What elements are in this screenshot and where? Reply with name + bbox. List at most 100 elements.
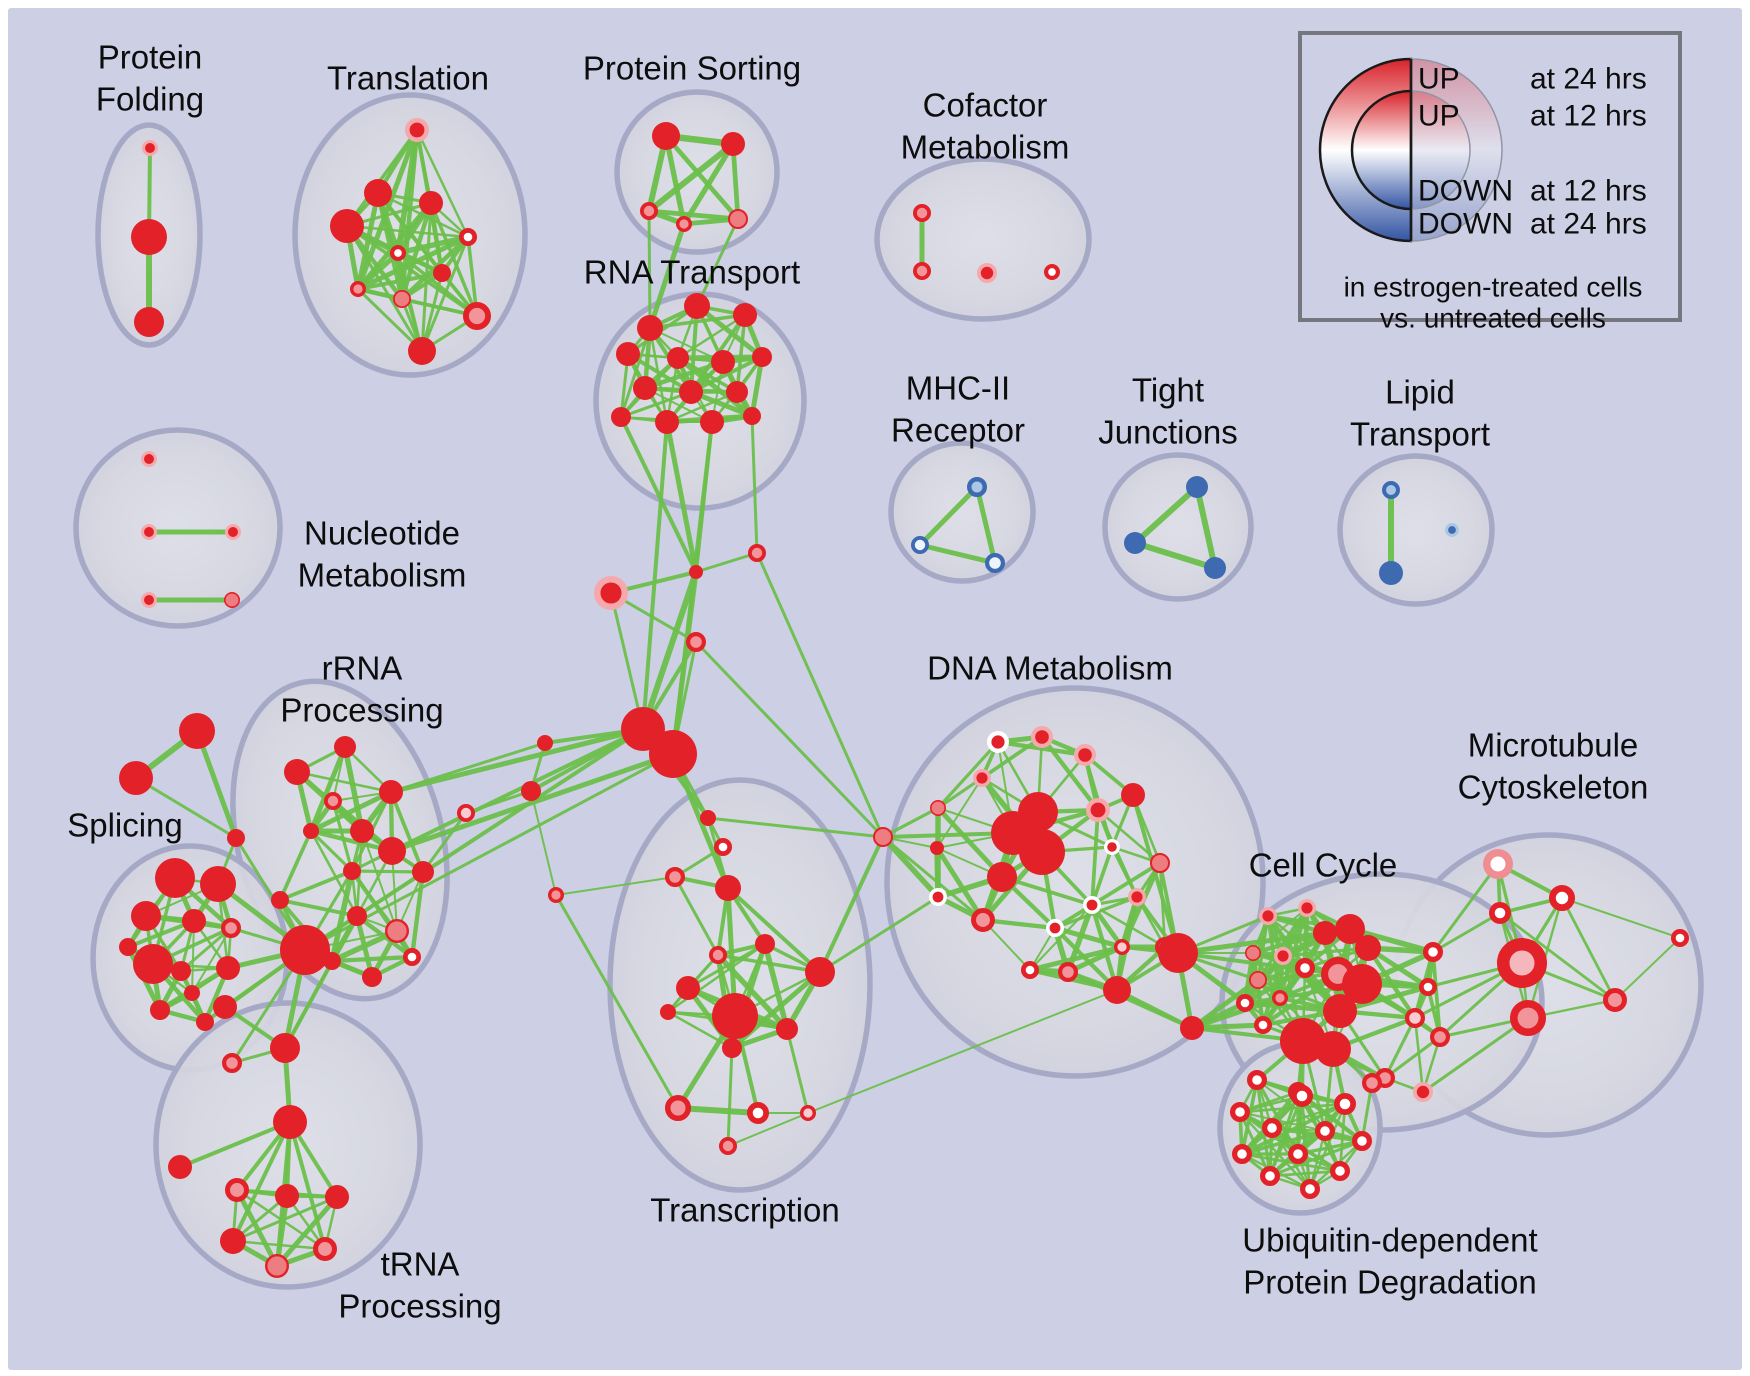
edge [309,829,354,873]
node [1259,1165,1280,1186]
node [134,307,164,337]
node [1180,1016,1204,1040]
node [1073,743,1097,767]
node [1030,725,1054,749]
edge [1090,845,1114,907]
node [225,1178,249,1202]
node [433,264,451,282]
node [131,901,161,931]
edge [389,790,425,874]
node [929,799,946,816]
edge [676,313,747,360]
node [1334,1093,1356,1115]
cluster-label-ubiquitin-degradation: Protein Degradation [1243,1264,1537,1301]
edge [331,799,354,873]
cluster-ellipse-nucleotide-metabolism [73,427,283,629]
edge [675,1105,761,1116]
edge [663,133,741,222]
node [685,631,706,652]
node [537,735,553,751]
node [1509,999,1547,1037]
node [200,866,236,902]
node [347,906,367,926]
node [1259,907,1277,925]
legend-caption: vs. untreated cells [1380,303,1606,334]
node [1085,797,1111,823]
node [456,803,476,823]
edge [1252,907,1308,954]
edge [396,251,479,318]
cluster-label-lipid-transport: Lipid [1385,374,1455,411]
node [334,736,356,758]
node [1083,895,1102,914]
node [1445,523,1459,537]
node [119,761,153,795]
edge [191,927,232,994]
node [364,179,392,207]
node [684,293,710,319]
node [275,1184,299,1208]
node [404,117,430,143]
node [1253,1015,1273,1035]
node [1429,1026,1450,1047]
node [280,925,330,975]
edge [980,917,1058,931]
edge [288,1120,327,1251]
cluster-label-rna-transport: RNA Transport [584,254,800,291]
edge [647,209,652,330]
edge [191,920,195,994]
node [928,887,947,906]
node [323,791,343,811]
node [141,592,157,608]
edge [1238,1110,1312,1191]
edge [1132,540,1218,571]
edge [665,390,739,424]
node [743,407,761,425]
node [1249,971,1268,990]
node [1245,944,1262,961]
node [649,730,697,778]
edge [1560,896,1617,1002]
edge [694,640,885,839]
node [325,1185,349,1209]
cluster-label-trna-processing: Processing [338,1288,501,1325]
node [912,203,932,223]
node [1315,1031,1351,1067]
node [1404,1007,1425,1028]
edge [934,845,986,923]
edge [1614,937,1681,1001]
edge [1498,911,1617,1002]
edge [179,926,233,973]
node [224,591,241,608]
node [1229,1101,1250,1122]
edge [350,869,425,874]
edge [619,415,698,574]
edge [1090,861,1162,907]
node [967,477,987,497]
node [179,713,215,749]
edge [1090,808,1100,907]
legend-direction-label: UP [1418,63,1460,96]
edge [399,127,420,302]
edge [420,235,470,353]
node [660,1004,676,1020]
node [119,938,137,956]
node [912,261,932,281]
edge [355,250,401,292]
node [1603,988,1627,1012]
edge [1189,977,1261,1031]
edge [134,776,238,840]
node [1342,964,1382,1004]
cluster-label-dna-metabolism: DNA Metabolism [927,650,1173,687]
legend-time-label: at 12 hrs [1530,175,1647,208]
node [385,919,410,944]
node [637,315,663,341]
cluster-ellipse-cofactor-metabolism [874,156,1092,322]
node [1299,1178,1320,1199]
cluster-label-mhc-ii-receptor: MHC-II [906,370,1010,407]
edge [664,419,699,575]
edge [395,234,471,256]
node [412,861,434,883]
cluster-label-lipid-transport: Transport [1350,416,1490,453]
